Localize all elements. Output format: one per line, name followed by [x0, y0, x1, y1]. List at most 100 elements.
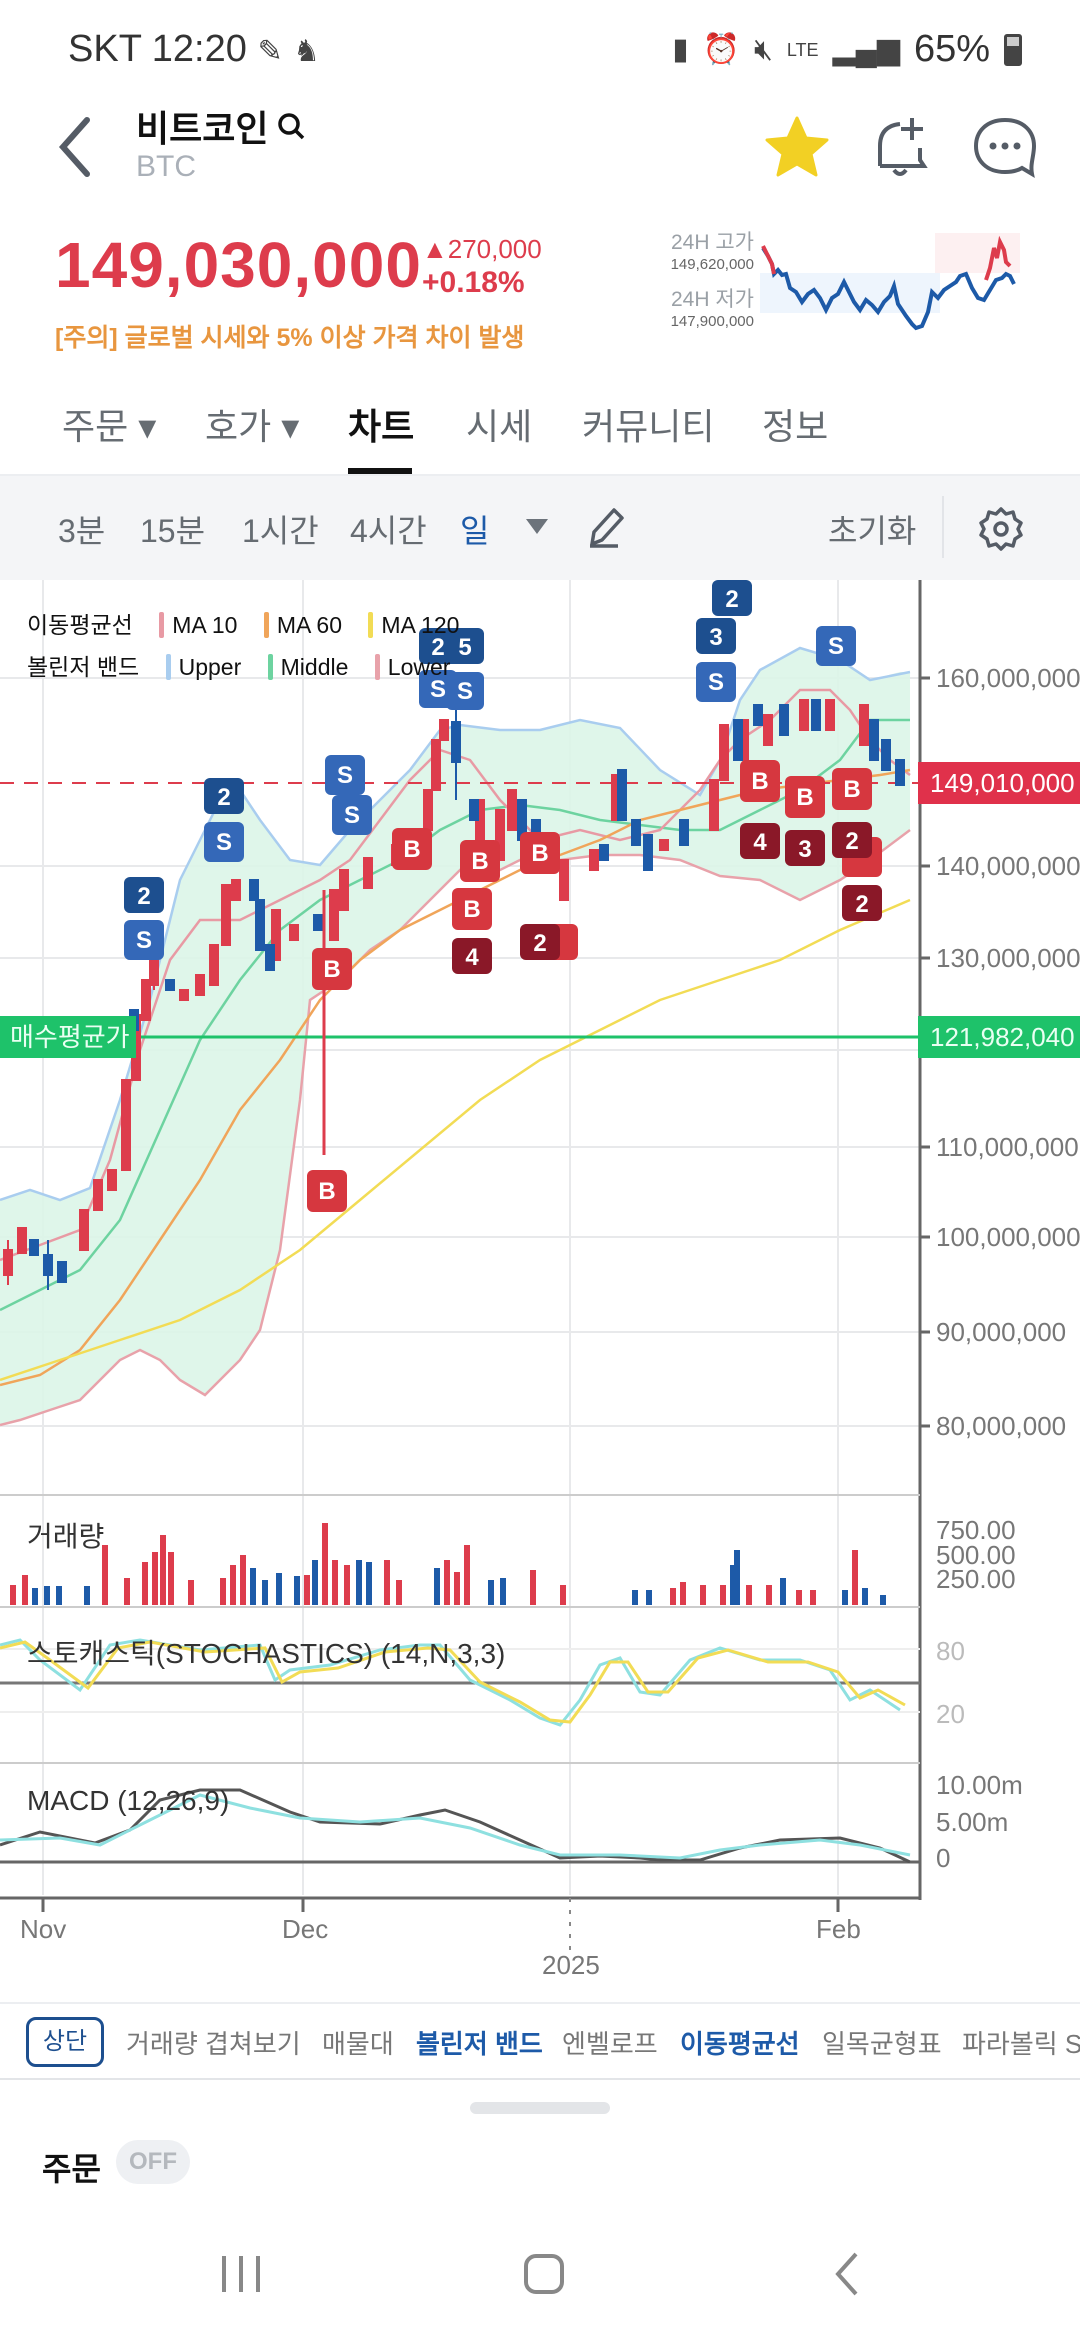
volume-tick: 750.00 [936, 1515, 1016, 1545]
bb-lower-label: Lower [387, 654, 451, 680]
gear-icon [979, 507, 1023, 551]
recents-icon [222, 2256, 260, 2292]
svg-text:S: S [344, 802, 360, 829]
price-chart[interactable]: 2 S 2 S S S 2 5 S S 2 3 S S B B B B B 4 [0, 580, 1080, 2000]
period-3min[interactable]: 3분 [58, 513, 106, 549]
volume-tick: 250.00 [936, 1564, 1016, 1594]
tab-chart[interactable]: 차트 [348, 406, 415, 447]
bb-legend-title: 볼린저 밴드 [27, 654, 140, 680]
svg-text:B: B [463, 896, 480, 923]
y-tick: 100,000,000 [936, 1222, 1080, 1252]
ma60-label: MA 60 [276, 612, 343, 638]
star-icon [765, 116, 829, 177]
chat-button[interactable] [970, 112, 1040, 182]
chevron-left-icon [58, 117, 90, 177]
back-button[interactable] [55, 112, 95, 182]
carrier: SKT [68, 28, 142, 70]
svg-text:5: 5 [458, 634, 471, 661]
system-back-button[interactable] [832, 2250, 862, 2303]
svg-text:B: B [403, 836, 420, 863]
tab-trades[interactable]: 시세 [466, 406, 533, 447]
macd-tick: 5.00m [936, 1807, 1009, 1837]
macd-tick: 0 [936, 1843, 951, 1873]
ma-legend[interactable]: 이동평균선 MA 10 MA 60 MA 120 [27, 606, 459, 640]
y-tick: 130,000,000 [936, 943, 1080, 973]
indicator-envelope[interactable]: 엔벨로프 [562, 2029, 658, 2059]
period-dropdown[interactable] [524, 516, 550, 541]
tab-community[interactable]: 커뮤니티 [582, 406, 715, 447]
triangle-down-icon [526, 519, 548, 534]
24h-low-label: 24H 저가 [671, 288, 754, 311]
svg-text:S: S [136, 927, 152, 954]
chart-toolbar: 3분 15분 1시간 4시간 일 초기화 [0, 476, 1080, 580]
order-toggle[interactable]: OFF [116, 2140, 190, 2184]
change-percent: +0.18% [422, 266, 525, 299]
svg-text:S: S [708, 669, 724, 696]
alarm-icon: ⏰ [702, 33, 740, 66]
lte-icon: LTE [786, 39, 819, 60]
svg-text:2: 2 [217, 784, 230, 811]
svg-text:B: B [843, 776, 860, 803]
svg-text:2: 2 [855, 891, 868, 918]
stochastics-label: 스토캐스틱(STOCHASTICS) (14,N,3,3) [27, 1638, 506, 1669]
bell-plus-icon [878, 118, 928, 176]
indicator-moving-average[interactable]: 이동평균선 [680, 2029, 800, 2059]
macd-tick: 10.00m [936, 1770, 1023, 1800]
indicator-bollinger[interactable]: 볼린저 밴드 [416, 2029, 543, 2059]
sheet-drag-handle[interactable] [470, 2102, 610, 2114]
period-4hour[interactable]: 4시간 [350, 513, 427, 549]
x-tick-feb: Feb [816, 1914, 861, 1944]
reset-button[interactable]: 초기화 [828, 513, 917, 549]
coin-title[interactable]: 비트코인 [136, 100, 306, 152]
period-1hour[interactable]: 1시간 [242, 513, 319, 549]
period-15min[interactable]: 15분 [140, 513, 206, 549]
svg-text:S: S [457, 678, 473, 705]
home-button[interactable] [522, 2252, 566, 2301]
svg-text:S: S [430, 676, 446, 703]
status-left: SKT 12:20 ✎ ♞ [68, 28, 320, 71]
svg-text:2: 2 [137, 883, 150, 910]
recent-apps-button[interactable] [218, 2252, 264, 2301]
indicator-position-toggle[interactable]: 상단 [26, 2017, 104, 2067]
svg-text:B: B [323, 956, 340, 983]
indicator-volume-profile[interactable]: 매물대 [322, 2029, 394, 2059]
x-tick-nov: Nov [20, 1914, 67, 1944]
y-tick: 160,000,000 [936, 663, 1080, 693]
price-alert-button[interactable] [866, 112, 936, 182]
stochastics-tick: 80 [936, 1636, 965, 1666]
order-sheet: 주문 OFF [0, 2082, 1080, 2212]
macd-label: MACD (12,26,9) [27, 1785, 230, 1816]
bb-lower-swatch [374, 654, 380, 680]
svg-text:S: S [216, 829, 232, 856]
period-day[interactable]: 일 [460, 513, 490, 549]
chart-settings-button[interactable] [978, 506, 1024, 557]
back-icon [835, 2252, 858, 2296]
24h-low-value: 147,900,000 [670, 313, 754, 330]
indicator-ichimoku[interactable]: 일목균형표 [822, 2029, 942, 2059]
x-tick-year: 2025 [542, 1950, 600, 1980]
svg-text:B: B [471, 848, 488, 875]
clock: 12:20 [151, 28, 247, 70]
svg-text:4: 4 [465, 944, 479, 971]
24h-mini-chart [760, 233, 1020, 331]
pen-notification-icon: ✎ [257, 35, 283, 68]
y-tick: 90,000,000 [936, 1317, 1067, 1347]
ma60-swatch [263, 612, 269, 638]
favorite-button[interactable] [762, 112, 832, 182]
svg-text:B: B [796, 784, 813, 811]
tab-orderbook[interactable]: 호가 ▾ [205, 406, 300, 447]
battery-percent: 65% [913, 28, 990, 70]
svg-text:B: B [531, 840, 548, 867]
tab-order[interactable]: 주문 ▾ [62, 406, 157, 447]
indicator-volume-overlay[interactable]: 거래량 겹쳐보기 [126, 2029, 301, 2059]
avg-buy-label: 매수평균가 [0, 1016, 136, 1058]
volume-tick: 500.00 [936, 1540, 1016, 1570]
coin-symbol: BTC [136, 150, 196, 183]
bb-legend[interactable]: 볼린저 밴드 Upper Middle Lower [27, 648, 450, 682]
svg-text:S: S [337, 762, 353, 789]
battery-saver-icon: ▮ [672, 33, 689, 66]
indicator-parabolic-sar[interactable]: 파라볼릭 SAR [962, 2029, 1080, 2059]
drawing-tool-button[interactable] [586, 504, 626, 553]
tab-info[interactable]: 정보 [762, 406, 829, 447]
status-bar: SKT 12:20 ✎ ♞ ▮ ⏰ 🔇︎ LTE ▂▄▆ 65% [0, 0, 1080, 100]
